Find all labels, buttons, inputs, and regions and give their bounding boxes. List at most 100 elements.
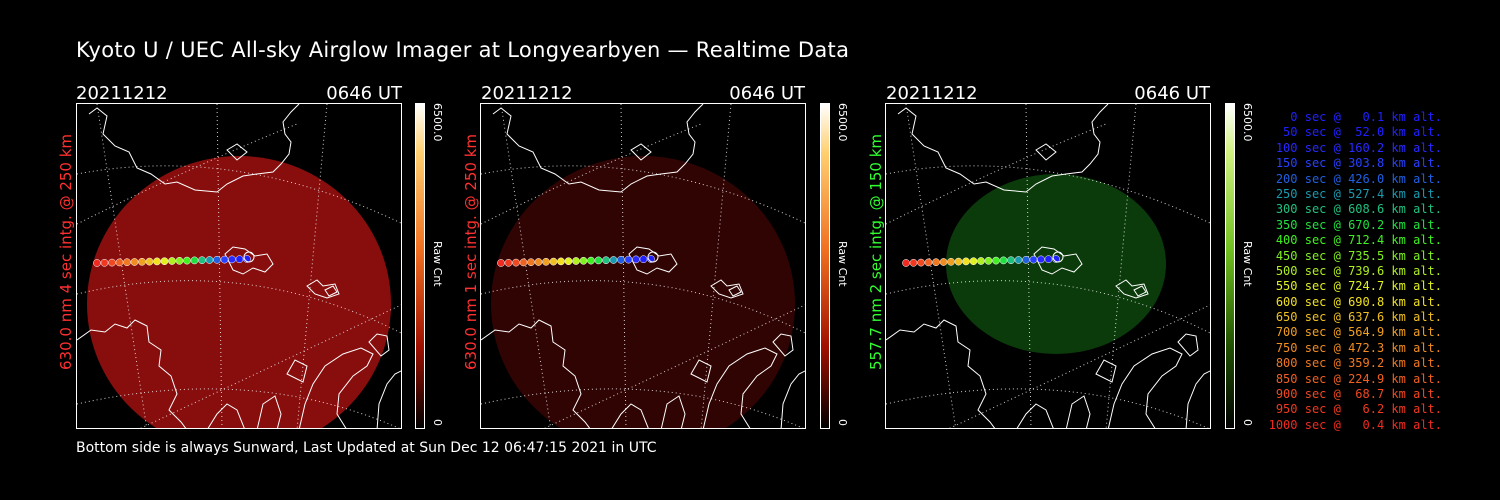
trajectory-point — [145, 257, 154, 266]
trajectory-point — [602, 256, 610, 265]
trajectory-point — [969, 257, 978, 266]
legend-entry: 50 sec @ 52.0 km alt. — [1283, 125, 1442, 140]
trajectory-point — [1014, 256, 1023, 264]
trajectory-point — [527, 258, 535, 267]
trajectory-point — [639, 255, 648, 264]
trajectory-point — [1037, 255, 1045, 264]
legend-entry: 600 sec @ 690.8 km alt. — [1275, 294, 1442, 309]
legend-entry: 200 sec @ 426.0 km alt. — [1275, 171, 1442, 186]
panel-1-wavelength-label: 630.0 nm 4 sec intg. @ 250 km — [57, 133, 75, 370]
trajectory-point — [947, 257, 955, 266]
trajectory-point — [542, 257, 550, 266]
trajectory-point — [632, 255, 640, 264]
trajectory-point — [954, 257, 963, 266]
trajectory-point — [932, 258, 940, 267]
trajectory-point — [902, 259, 910, 267]
trajectory-point — [624, 255, 633, 264]
panel-2-date: 20211212 — [481, 83, 573, 104]
legend-entry: 250 sec @ 527.4 km alt. — [1275, 186, 1442, 201]
trajectory-point — [557, 257, 565, 266]
legend-entry: 950 sec @ 6.2 km alt. — [1275, 402, 1442, 417]
panel-2-time: 0646 UT — [729, 83, 805, 104]
legend-entry: 500 sec @ 739.6 km alt. — [1275, 263, 1442, 278]
panel-3-date: 20211212 — [886, 83, 978, 104]
trajectory-point — [190, 256, 199, 265]
trajectory-point — [168, 257, 176, 265]
trajectory-point — [175, 256, 184, 265]
panel-2-colorbar-min: 0 — [836, 419, 849, 426]
legend-entry: 850 sec @ 224.9 km alt. — [1275, 371, 1442, 386]
footer-status: Bottom side is always Sunward, Last Upda… — [76, 440, 657, 456]
page-title: Kyoto U / UEC All-sky Airglow Imager at … — [76, 38, 850, 62]
trajectory-point — [1007, 256, 1015, 265]
panel-2-colorbar-unit: Raw Cnt — [836, 241, 849, 287]
legend-entry: 650 sec @ 637.6 km alt. — [1275, 310, 1442, 325]
legend-entry: 800 sec @ 359.2 km alt. — [1275, 356, 1442, 371]
legend-entry: 300 sec @ 608.6 km alt. — [1275, 202, 1442, 217]
legend-entry: 1000 sec @ 0.4 km alt. — [1268, 417, 1442, 432]
legend-entry: 100 sec @ 160.2 km alt. — [1275, 140, 1442, 155]
panel-1-colorbar — [415, 103, 425, 429]
legend-entry: 350 sec @ 670.2 km alt. — [1275, 217, 1442, 232]
trajectory-point — [504, 258, 513, 267]
panel-1-colorbar-unit: Raw Cnt — [431, 241, 444, 287]
trajectory-point — [228, 255, 236, 264]
legend-entry: 700 sec @ 564.9 km alt. — [1275, 325, 1442, 340]
trajectory-point — [497, 259, 505, 267]
panel-2-allsky-image — [480, 103, 806, 429]
trajectory-point — [183, 256, 191, 265]
trajectory-point — [587, 256, 595, 265]
trajectory-point — [609, 256, 618, 264]
trajectory-point — [617, 255, 625, 264]
trajectory-point — [572, 257, 580, 265]
trajectory-point — [519, 258, 528, 267]
legend-entry: 150 sec @ 303.8 km alt. — [1275, 156, 1442, 171]
trajectory-point — [999, 256, 1008, 265]
panel-2-colorbar — [820, 103, 830, 429]
panel-1-colorbar-max: 6500.0 — [431, 103, 444, 142]
trajectory-point — [153, 257, 161, 266]
panel-3-time: 0646 UT — [1134, 83, 1210, 104]
trajectory-point — [564, 257, 573, 266]
trajectory-point — [93, 259, 101, 267]
legend-entry: 450 sec @ 735.5 km alt. — [1275, 248, 1442, 263]
trajectory-point — [160, 257, 169, 266]
trajectory-point — [130, 258, 139, 266]
trajectory-point — [909, 258, 918, 267]
trajectory-point — [138, 257, 146, 266]
panel-3-wavelength-label: 557.7 nm 2 sec intg. @ 150 km — [867, 133, 885, 370]
trajectory-point — [594, 256, 603, 265]
trajectory-point — [512, 258, 520, 267]
trajectory-point — [1044, 255, 1053, 264]
trajectory-point — [1022, 255, 1030, 264]
legend-entry: 0 sec @ 0.1 km alt. — [1290, 110, 1442, 124]
legend-entry: 550 sec @ 724.7 km alt. — [1275, 279, 1442, 294]
panel-1-time: 0646 UT — [326, 83, 402, 104]
trajectory-point — [939, 258, 948, 266]
trajectory-point — [115, 258, 124, 267]
trajectory-point — [205, 256, 214, 264]
panel-3-allsky-image — [885, 103, 1211, 429]
panel-2-colorbar-max: 6500.0 — [836, 103, 849, 142]
panel-1-colorbar-min: 0 — [431, 419, 444, 426]
trajectory-point — [534, 258, 543, 266]
trajectory-legend: 0 sec @ 0.1 km alt. 50 sec @ 52.0 km alt.… — [1240, 110, 1442, 433]
trajectory-point — [235, 255, 244, 264]
trajectory-point — [1029, 255, 1038, 264]
trajectory-point — [549, 257, 558, 266]
trajectory-point — [100, 258, 109, 267]
trajectory-point — [108, 258, 116, 267]
trajectory-point — [213, 255, 221, 264]
trajectory-point — [198, 256, 206, 265]
trajectory-point — [962, 257, 970, 266]
panel-1-allsky-image — [76, 103, 402, 429]
trajectory-point — [917, 258, 925, 267]
trajectory-point — [992, 256, 1000, 265]
trajectory-point — [123, 258, 131, 267]
legend-entry: 900 sec @ 68.7 km alt. — [1275, 387, 1442, 402]
trajectory-point — [977, 257, 985, 265]
panel-2-wavelength-label: 630.0 nm 1 sec intg. @ 250 km — [462, 133, 480, 370]
panel-1-date: 20211212 — [76, 83, 168, 104]
trajectory-point — [220, 255, 229, 264]
trajectory-point — [924, 258, 933, 267]
